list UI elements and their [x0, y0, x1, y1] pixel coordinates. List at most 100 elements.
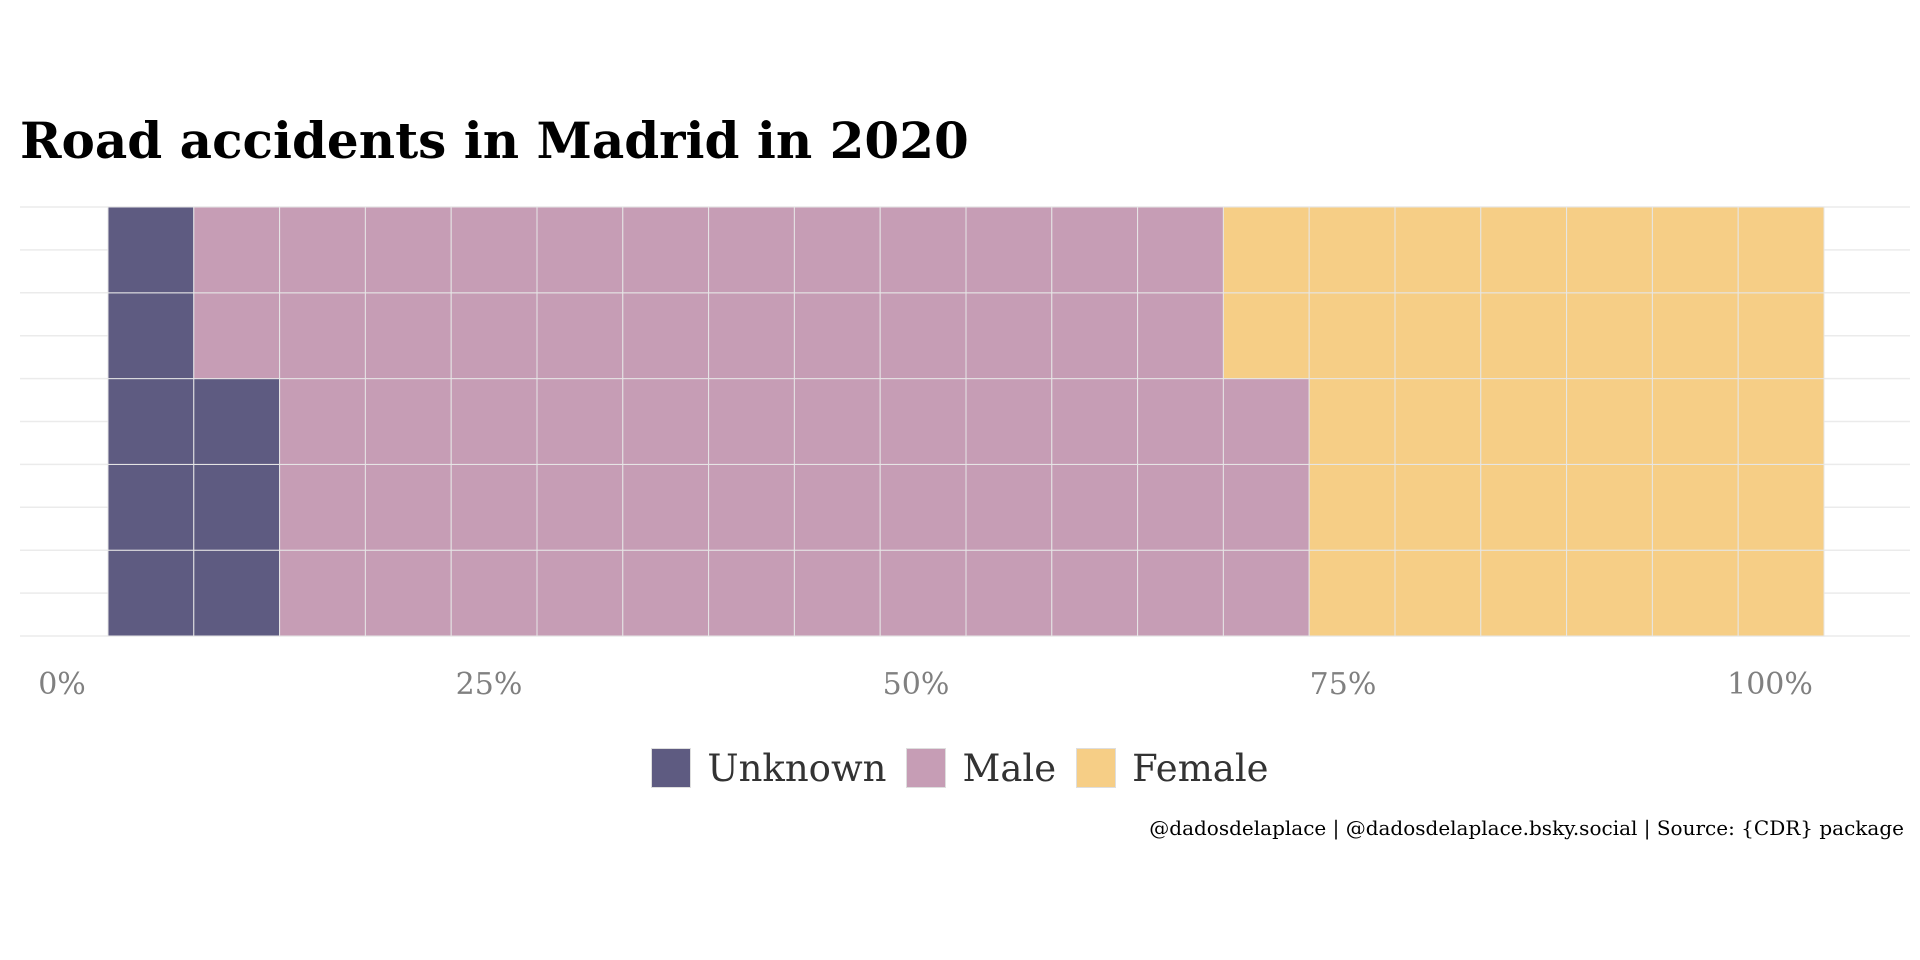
- waffle-cell-male: [364, 378, 452, 465]
- waffle-cell-unknown: [193, 463, 281, 551]
- waffle-cell-male: [536, 378, 624, 465]
- waffle-cell-male: [1051, 378, 1139, 465]
- waffle-cell-male: [708, 378, 795, 465]
- x-axis-ticks: 0% 25% 50% 75% 100%: [38, 667, 1813, 702]
- waffle-cell-male: [279, 549, 366, 637]
- x-tick-label: 100%: [1727, 667, 1813, 702]
- waffle-cell-male: [965, 378, 1053, 465]
- waffle-cell-female: [1308, 463, 1396, 551]
- waffle-cell-male: [965, 292, 1053, 380]
- waffle-cell-female: [1394, 549, 1482, 637]
- waffle-cell-unknown: [107, 378, 195, 465]
- waffle-cell-male: [708, 463, 795, 551]
- waffle-cell-female: [1566, 206, 1653, 294]
- waffle-cell-female: [1308, 292, 1396, 380]
- waffle-cell-male: [965, 206, 1053, 294]
- waffle-cell-unknown: [107, 549, 195, 637]
- waffle-cell-unknown: [107, 206, 195, 294]
- waffle-cell-male: [450, 549, 538, 637]
- waffle-cell-male: [1137, 463, 1224, 551]
- waffle-cell-male: [536, 292, 624, 380]
- waffle-cell-female: [1480, 378, 1568, 465]
- waffle-cell-male: [622, 463, 710, 551]
- waffle-cell-female: [1222, 292, 1310, 380]
- waffle-cell-male: [536, 463, 624, 551]
- waffle-cell-male: [708, 292, 795, 380]
- legend-swatch-male: [906, 748, 947, 788]
- waffle-cell-female: [1737, 378, 1825, 465]
- waffle-cell-unknown: [193, 378, 281, 465]
- legend-label-female: Female: [1132, 746, 1269, 790]
- waffle-cell-female: [1737, 463, 1825, 551]
- waffle-cell-female: [1308, 378, 1396, 465]
- waffle-cell-male: [193, 292, 281, 380]
- waffle-cell-male: [1222, 463, 1310, 551]
- waffle-cell-male: [364, 463, 452, 551]
- legend-label-male: Male: [962, 746, 1057, 790]
- waffle-cell-female: [1737, 292, 1825, 380]
- waffle-cell-female: [1651, 292, 1739, 380]
- waffle-cell-male: [1137, 378, 1224, 465]
- waffle-cell-male: [965, 549, 1053, 637]
- waffle-cell-male: [1222, 378, 1310, 465]
- waffle-cell-male: [364, 549, 452, 637]
- waffle-cell-female: [1394, 463, 1482, 551]
- waffle-cell-female: [1480, 463, 1568, 551]
- waffle-chart: 0% 25% 50% 75% 100%: [20, 206, 1910, 702]
- waffle-cell-female: [1651, 463, 1739, 551]
- waffle-cell-male: [879, 378, 967, 465]
- waffle-cell-male: [279, 463, 366, 551]
- waffle-cell-female: [1394, 292, 1482, 380]
- legend-label-unknown: Unknown: [707, 746, 887, 790]
- waffle-cell-female: [1480, 292, 1568, 380]
- waffle-cell-male: [450, 378, 538, 465]
- waffle-cell-female: [1222, 206, 1310, 294]
- waffle-cell-male: [879, 549, 967, 637]
- waffle-cell-female: [1394, 378, 1482, 465]
- waffle-cell-female: [1566, 463, 1653, 551]
- waffle-cell-male: [622, 378, 710, 465]
- waffle-cell-female: [1566, 549, 1653, 637]
- waffle-cell-female: [1566, 292, 1653, 380]
- waffle-cell-unknown: [107, 292, 195, 380]
- waffle-cell-male: [793, 463, 881, 551]
- waffle-cell-male: [536, 206, 624, 294]
- waffle-cell-female: [1308, 206, 1396, 294]
- waffle-cell-male: [1051, 463, 1139, 551]
- waffle-cell-male: [793, 378, 881, 465]
- waffle-cell-male: [622, 549, 710, 637]
- waffle-cell-male: [536, 549, 624, 637]
- waffle-cell-male: [1051, 292, 1139, 380]
- waffle-cell-female: [1651, 378, 1739, 465]
- legend-swatch-unknown: [651, 748, 692, 788]
- legend-item-unknown: Unknown: [651, 747, 886, 790]
- waffle-cell-male: [708, 206, 795, 294]
- x-tick-label: 75%: [1310, 667, 1377, 702]
- x-tick-label: 0%: [38, 667, 86, 702]
- legend-item-female: Female: [1076, 746, 1269, 790]
- waffle-cell-male: [793, 206, 881, 294]
- waffle-cells: [107, 206, 1825, 637]
- waffle-cell-male: [622, 206, 710, 294]
- waffle-cell-male: [450, 292, 538, 380]
- waffle-cell-male: [364, 292, 452, 380]
- waffle-cell-male: [279, 378, 366, 465]
- waffle-cell-male: [793, 549, 881, 637]
- waffle-cell-female: [1394, 206, 1482, 294]
- waffle-cell-male: [193, 206, 281, 294]
- waffle-cell-female: [1737, 206, 1825, 294]
- waffle-cell-male: [879, 463, 967, 551]
- waffle-cell-male: [1137, 549, 1224, 637]
- waffle-cell-unknown: [107, 463, 195, 551]
- waffle-cell-male: [279, 292, 366, 380]
- waffle-cell-female: [1480, 549, 1568, 637]
- waffle-cell-male: [364, 206, 452, 294]
- waffle-cell-male: [879, 292, 967, 380]
- waffle-cell-male: [1137, 292, 1224, 380]
- waffle-cell-female: [1308, 549, 1396, 637]
- waffle-cell-female: [1651, 549, 1739, 637]
- waffle-cell-female: [1651, 206, 1739, 294]
- waffle-cell-unknown: [193, 549, 281, 637]
- x-tick-label: 25%: [456, 667, 523, 702]
- legend-swatch-female: [1076, 748, 1117, 788]
